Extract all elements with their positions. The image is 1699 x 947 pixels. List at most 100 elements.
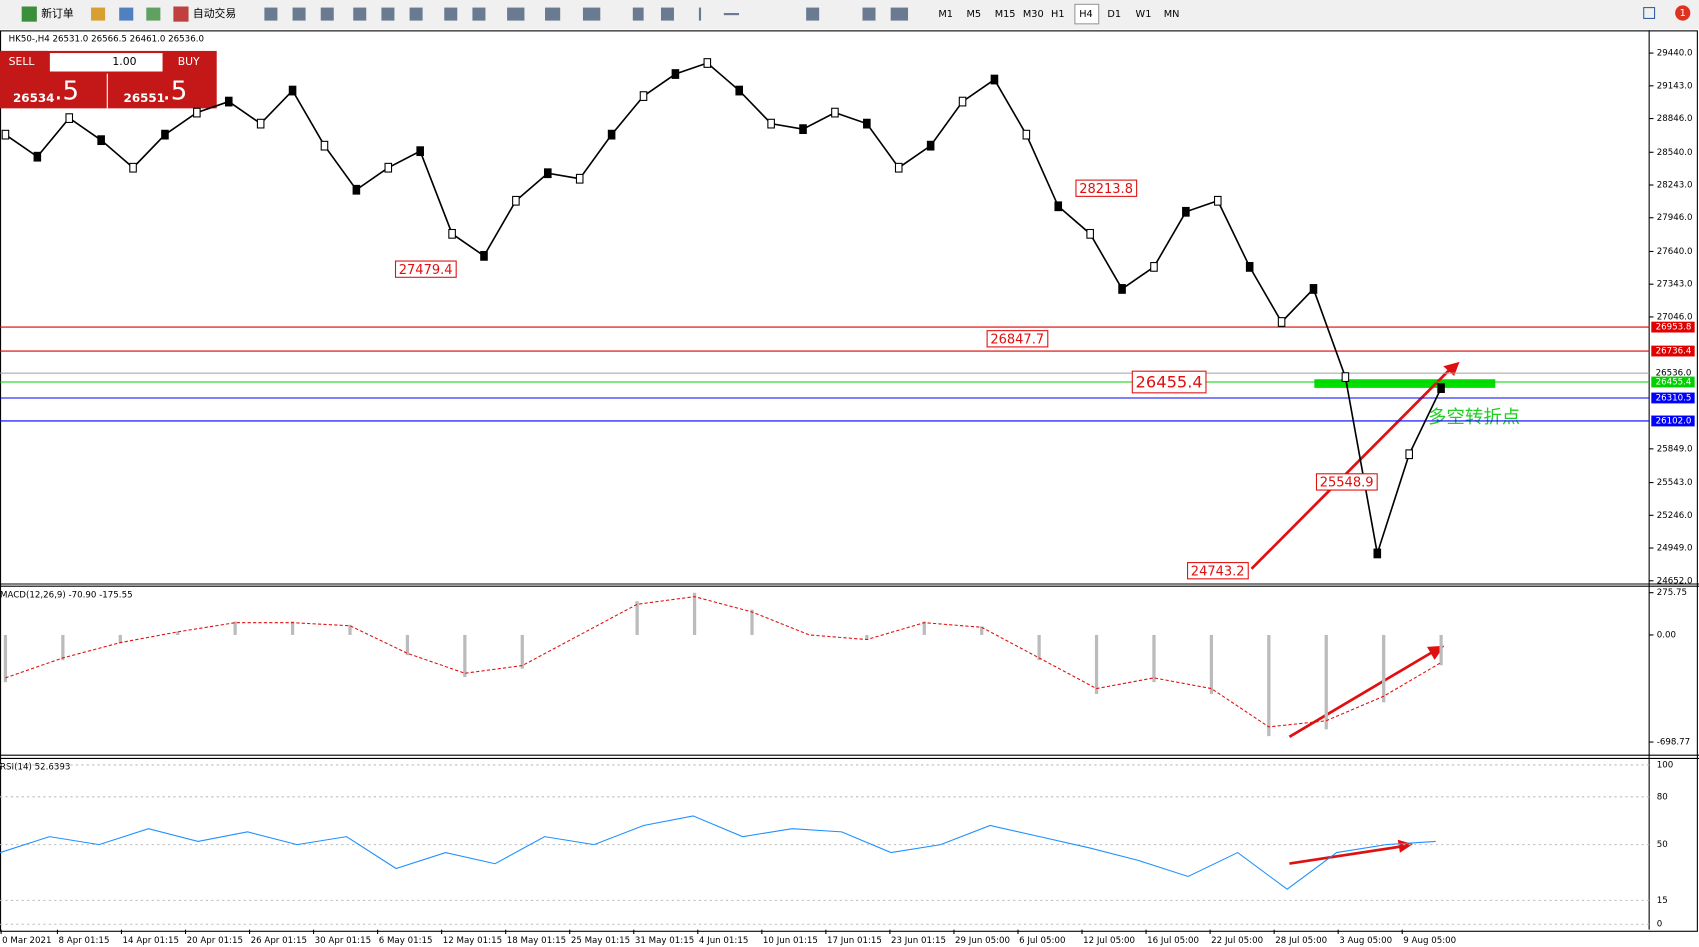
time-label: 17 Jun 01:15 xyxy=(827,936,882,946)
buy-pips[interactable]: .5 xyxy=(163,77,188,107)
level-label: 26310.5 xyxy=(1656,393,1692,403)
timeframe[interactable]: H4 xyxy=(1079,9,1093,20)
close-marker xyxy=(1341,372,1350,382)
level-label: 26536.0 xyxy=(1656,369,1692,379)
auto-trading[interactable]: 自动交易 xyxy=(193,6,236,20)
tool-icon[interactable] xyxy=(146,7,161,21)
buy-label[interactable]: BUY xyxy=(178,55,200,68)
rsi-tick-label: 100 xyxy=(1657,760,1674,770)
timeframe[interactable]: M30 xyxy=(1023,9,1044,20)
tool-icon[interactable] xyxy=(119,7,134,21)
close-marker xyxy=(735,85,744,96)
toolbar xyxy=(0,0,1699,30)
price-annotation: 27479.4 xyxy=(399,263,453,278)
new-order[interactable]: 新订单 xyxy=(41,6,74,20)
price-annotation-box xyxy=(986,330,1049,348)
close-marker xyxy=(575,173,584,184)
level-tag xyxy=(1651,392,1695,404)
close-marker xyxy=(990,74,999,85)
rsi-line xyxy=(0,815,1436,890)
close-marker xyxy=(1245,262,1254,272)
auto-trading-icon[interactable] xyxy=(173,6,189,22)
close-marker xyxy=(1054,201,1063,212)
close-marker xyxy=(193,107,201,118)
price-tick-label: 29440.0 xyxy=(1657,49,1693,59)
price-annotation-box xyxy=(394,260,457,278)
timeframe[interactable]: M1 xyxy=(938,9,953,20)
search-icon[interactable] xyxy=(1643,7,1656,19)
close-marker xyxy=(894,162,903,173)
close-marker xyxy=(352,184,361,195)
sell-button[interactable] xyxy=(0,50,48,74)
time-label: 14 Apr 01:15 xyxy=(123,936,179,946)
price-annotation: 24743.2 xyxy=(1191,564,1245,579)
timeframe[interactable]: W1 xyxy=(1136,9,1152,20)
timeframe[interactable]: M15 xyxy=(995,9,1016,20)
time-label: 31 May 01:15 xyxy=(635,936,694,946)
timeframe[interactable]: M5 xyxy=(967,9,982,20)
turning-point-note: 多空转折点 xyxy=(1428,407,1520,428)
close-marker xyxy=(799,124,807,135)
close-marker xyxy=(1,129,10,140)
time-label: 20 Apr 01:15 xyxy=(187,936,243,946)
notification-count: 1 xyxy=(1680,8,1686,19)
time-label: 25 May 01:15 xyxy=(571,936,630,946)
tool-icon[interactable] xyxy=(91,7,106,21)
time-label: 9 Aug 05:00 xyxy=(1403,936,1456,946)
price-annotation: 25548.9 xyxy=(1320,476,1374,491)
time-label: 3 Aug 05:00 xyxy=(1339,936,1392,946)
close-marker xyxy=(129,162,137,173)
price-annotation-box xyxy=(1187,562,1249,580)
lot-size[interactable]: 1.00 xyxy=(112,55,136,68)
close-marker xyxy=(512,195,520,206)
active-timeframe xyxy=(1074,3,1100,25)
close-marker xyxy=(1086,228,1094,239)
close-marker xyxy=(958,96,967,107)
close-marker xyxy=(1150,262,1158,272)
price-annotation-box xyxy=(1131,370,1207,394)
close-marker xyxy=(1373,548,1382,559)
timeframe[interactable]: H1 xyxy=(1051,9,1065,20)
close-marker xyxy=(607,129,616,140)
support-zone xyxy=(1314,379,1496,388)
time-label: 0 Mar 2021 xyxy=(2,936,51,946)
close-marker xyxy=(703,58,712,68)
price-tick-label: 24652.0 xyxy=(1657,576,1693,586)
price-annotation: 26455.4 xyxy=(1136,373,1203,392)
sell-pips[interactable]: .5 xyxy=(54,77,79,107)
price-tick-label: 24949.0 xyxy=(1657,544,1693,554)
close-marker xyxy=(416,146,424,157)
level-tag xyxy=(1651,367,1695,379)
level-tag xyxy=(1651,376,1695,388)
level-label: 26736.4 xyxy=(1656,347,1692,357)
sell-price[interactable]: 26534 xyxy=(13,91,54,105)
close-marker xyxy=(544,168,552,179)
close-marker xyxy=(384,162,393,173)
sell-label[interactable]: SELL xyxy=(9,55,35,68)
time-label: 4 Jun 01:15 xyxy=(699,936,748,946)
close-marker xyxy=(639,91,648,101)
rsi-tick-label: 50 xyxy=(1657,840,1668,850)
close-marker xyxy=(448,228,456,239)
close-marker xyxy=(480,250,488,261)
time-label: 29 Jun 05:00 xyxy=(955,936,1010,946)
price-tick-label: 29143.0 xyxy=(1657,81,1693,91)
rsi-tick-label: 80 xyxy=(1657,792,1668,802)
macd-arrow xyxy=(1288,648,1437,738)
timeframe[interactable]: MN xyxy=(1164,9,1180,20)
macd-tick-label: 275.75 xyxy=(1657,588,1687,598)
level-tag xyxy=(1651,345,1695,357)
time-label: 6 Jul 05:00 xyxy=(1019,936,1065,946)
price-annotation: 28213.8 xyxy=(1079,182,1133,197)
new-order-icon[interactable] xyxy=(21,6,37,22)
one-click-panel: SELL 1.00 BUY 26534 .5 26551 .5 xyxy=(0,50,217,109)
close-marker xyxy=(1182,206,1190,217)
timeframe[interactable]: D1 xyxy=(1107,9,1121,20)
price-annotation-box xyxy=(1315,473,1378,491)
buy-price[interactable]: 26551 xyxy=(124,91,165,105)
level-label: 26102.0 xyxy=(1656,416,1692,426)
notification-badge[interactable] xyxy=(1675,5,1691,21)
close-marker xyxy=(1022,129,1031,140)
price-tick-label: 27640.0 xyxy=(1657,247,1693,257)
